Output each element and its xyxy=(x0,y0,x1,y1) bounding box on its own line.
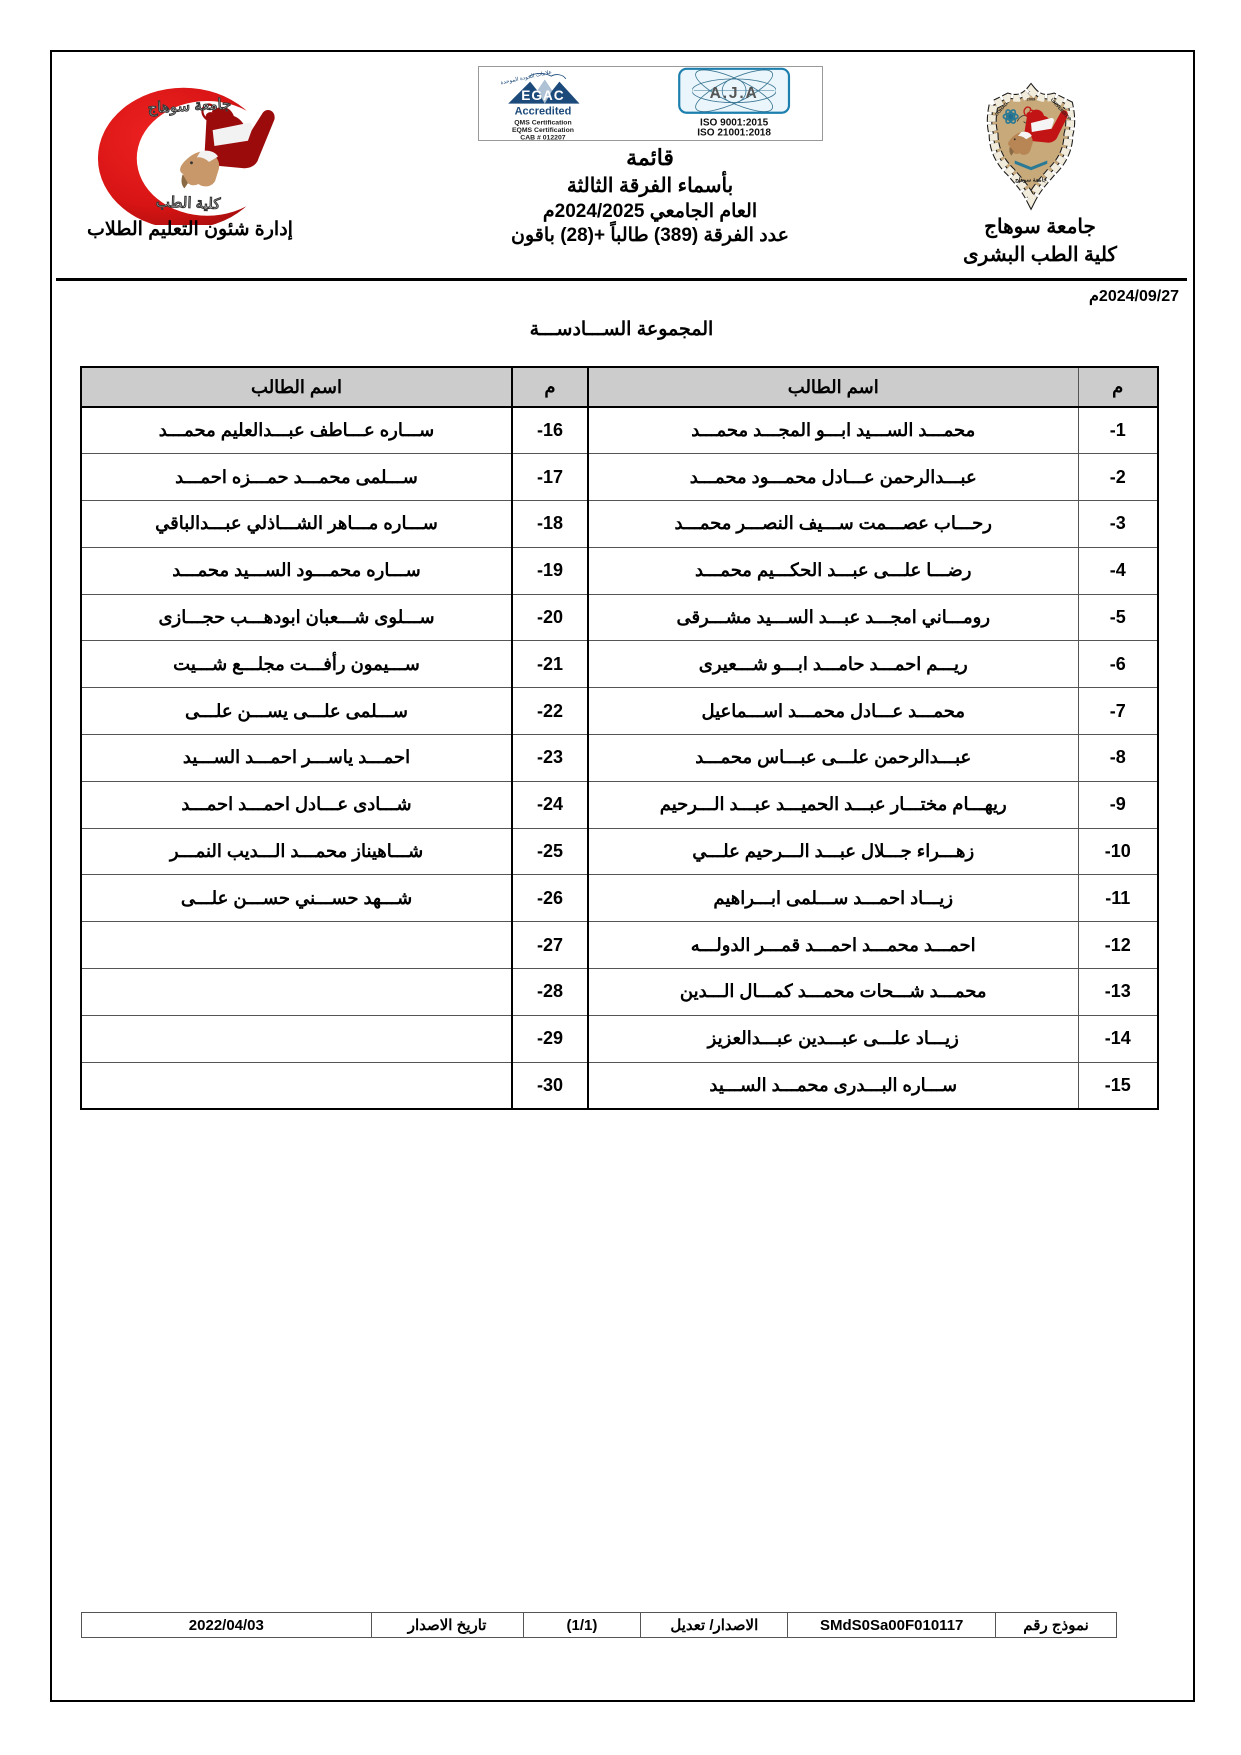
svg-text:CAB # 012207: CAB # 012207 xyxy=(520,134,565,141)
svg-text:EGAC: EGAC xyxy=(521,88,564,103)
svg-text:ISO 21001:2018: ISO 21001:2018 xyxy=(697,128,771,139)
svg-text:A.J.A: A.J.A xyxy=(710,85,759,102)
svg-text:EQMS Certification: EQMS Certification xyxy=(512,127,574,134)
svg-text:كلية الطب: كلية الطب xyxy=(156,194,222,213)
svg-text:2009: 2009 xyxy=(1027,96,1036,101)
svg-text:Accredited: Accredited xyxy=(515,106,572,118)
svg-text:QMS Certification: QMS Certification xyxy=(514,120,571,127)
svg-text:جامعة سوهاج: جامعة سوهاج xyxy=(1015,177,1047,184)
